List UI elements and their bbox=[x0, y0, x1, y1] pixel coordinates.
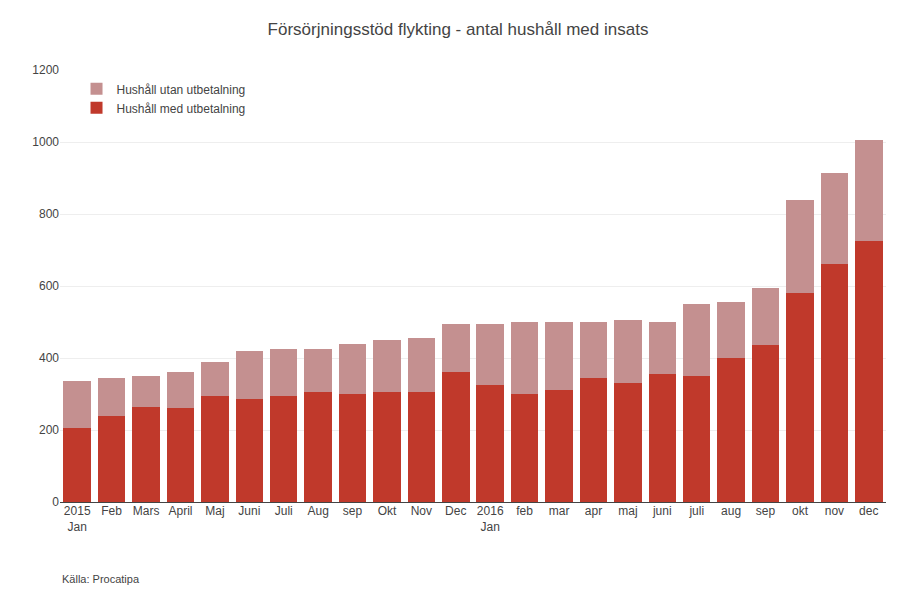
svg-text:sep: sep bbox=[756, 504, 776, 518]
svg-text:feb: feb bbox=[516, 504, 533, 518]
svg-text:Försörjningsstöd flykting - an: Försörjningsstöd flykting - antal hushål… bbox=[268, 20, 649, 39]
svg-text:2015Jan: 2015Jan bbox=[64, 504, 91, 534]
svg-text:juli: juli bbox=[688, 504, 704, 518]
svg-text:aug: aug bbox=[721, 504, 741, 518]
svg-text:sep: sep bbox=[343, 504, 363, 518]
svg-text:Aug: Aug bbox=[307, 504, 328, 518]
svg-text:Feb: Feb bbox=[101, 504, 122, 518]
svg-text:Mars: Mars bbox=[133, 504, 160, 518]
svg-text:1200: 1200 bbox=[32, 63, 59, 77]
svg-text:dec: dec bbox=[859, 504, 878, 518]
svg-text:Dec: Dec bbox=[445, 504, 466, 518]
svg-text:mar: mar bbox=[549, 504, 570, 518]
svg-text:Okt: Okt bbox=[378, 504, 397, 518]
svg-text:Juni: Juni bbox=[238, 504, 260, 518]
svg-text:2016Jan: 2016Jan bbox=[477, 504, 504, 534]
svg-text:Nov: Nov bbox=[411, 504, 432, 518]
svg-text:400: 400 bbox=[39, 351, 59, 365]
svg-text:juni: juni bbox=[652, 504, 672, 518]
svg-text:Hushåll utan utbetalning: Hushåll utan utbetalning bbox=[117, 83, 246, 97]
svg-text:0: 0 bbox=[52, 495, 59, 509]
svg-text:nov: nov bbox=[825, 504, 844, 518]
svg-text:Maj: Maj bbox=[205, 504, 224, 518]
svg-text:600: 600 bbox=[39, 279, 59, 293]
svg-text:200: 200 bbox=[39, 423, 59, 437]
svg-text:Hushåll med utbetalning: Hushåll med utbetalning bbox=[117, 102, 246, 116]
svg-text:okt: okt bbox=[792, 504, 809, 518]
svg-text:apr: apr bbox=[585, 504, 602, 518]
svg-text:April: April bbox=[168, 504, 192, 518]
svg-text:800: 800 bbox=[39, 207, 59, 221]
svg-text:1000: 1000 bbox=[32, 135, 59, 149]
svg-text:maj: maj bbox=[618, 504, 637, 518]
svg-text:Juli: Juli bbox=[275, 504, 293, 518]
svg-text:Källa: Procatipa: Källa: Procatipa bbox=[62, 573, 140, 585]
